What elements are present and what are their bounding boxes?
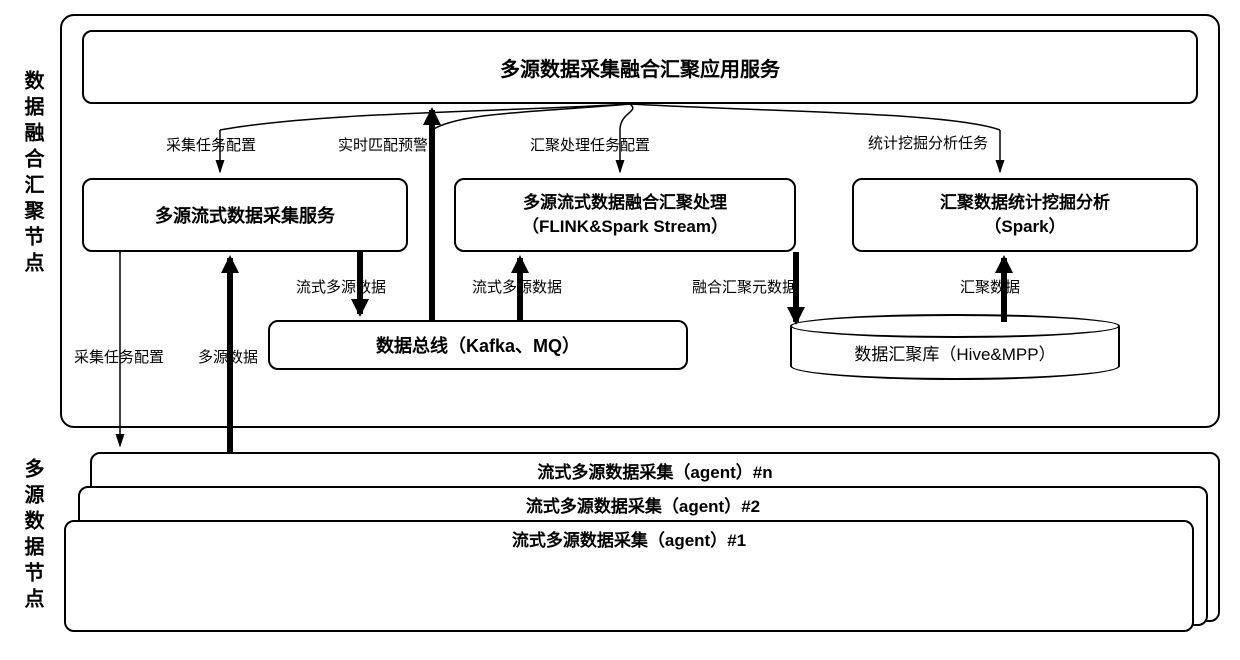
stat-mining-line2: （Spark） (940, 215, 1110, 239)
agent-n-label: 流式多源数据采集（agent）#n (537, 463, 772, 482)
section-label-lower: 多源数据节点 (18, 458, 47, 614)
fusion-process-box: 多源流式数据融合汇聚处理 （FLINK&Spark Stream） (454, 178, 796, 252)
edge-rt-alert: 实时匹配预警 (338, 134, 428, 155)
edge-agg-task: 汇聚处理任务配置 (530, 134, 650, 155)
edge-fusion-meta: 融合汇聚元数据 (692, 276, 797, 297)
stat-mining-box: 汇聚数据统计挖掘分析 （Spark） (852, 178, 1198, 252)
data-store-cylinder: 数据汇聚库（Hive&MPP） (790, 314, 1120, 380)
fusion-process-line2: （FLINK&Spark Stream） (522, 215, 728, 239)
edge-agg-data: 汇聚数据 (960, 276, 1020, 297)
edge-stream-b: 流式多源数据 (472, 276, 562, 297)
data-bus-box: 数据总线（Kafka、MQ） (268, 320, 688, 370)
fusion-process-line1: 多源流式数据融合汇聚处理 (522, 191, 728, 215)
data-store-label: 数据汇聚库（Hive&MPP） (854, 340, 1055, 365)
section-label-upper: 数据融合汇聚节点 (18, 70, 47, 278)
stat-mining-line1: 汇聚数据统计挖掘分析 (940, 191, 1110, 215)
edge-stat-task: 统计挖掘分析任务 (868, 132, 988, 153)
edge-collect-task-2: 采集任务配置 (74, 346, 164, 367)
agent-1: 流式多源数据采集（agent）#1 (64, 520, 1194, 632)
edge-stream-a: 流式多源数据 (296, 276, 386, 297)
collect-service-box: 多源流式数据采集服务 (82, 178, 408, 252)
agent-2-label: 流式多源数据采集（agent）#2 (526, 497, 760, 516)
edge-multi-source: 多源数据 (198, 346, 258, 367)
edge-collect-task: 采集任务配置 (166, 134, 256, 155)
agent-1-label: 流式多源数据采集（agent）#1 (512, 531, 746, 550)
top-service-box: 多源数据采集融合汇聚应用服务 (82, 30, 1198, 104)
